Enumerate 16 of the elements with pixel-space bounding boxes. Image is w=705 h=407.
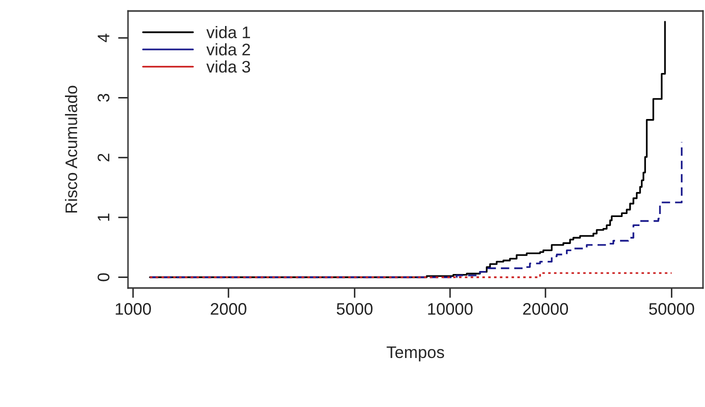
x-tick-label: 10000	[428, 303, 473, 315]
legend-label: vida 2	[206, 43, 250, 56]
y-tick-label: 0	[98, 273, 110, 282]
y-axis-title: Risco Acumulado	[64, 86, 78, 213]
legend-label: vida 3	[206, 60, 250, 73]
y-tick-label: 3	[98, 94, 110, 102]
x-tick-label: 1000	[116, 303, 151, 315]
y-tick-label: 1	[98, 214, 110, 221]
x-axis-title: Tempos	[386, 346, 444, 362]
y-tick-label: 2	[98, 154, 110, 162]
x-tick-label: 2000	[210, 303, 246, 315]
legend-label: vida 1	[206, 26, 250, 38]
x-tick-label: 20000	[523, 303, 568, 315]
x-tick-label: 50000	[649, 303, 694, 315]
y-tick-label: 4	[98, 34, 110, 42]
x-tick-label: 5000	[336, 303, 373, 315]
